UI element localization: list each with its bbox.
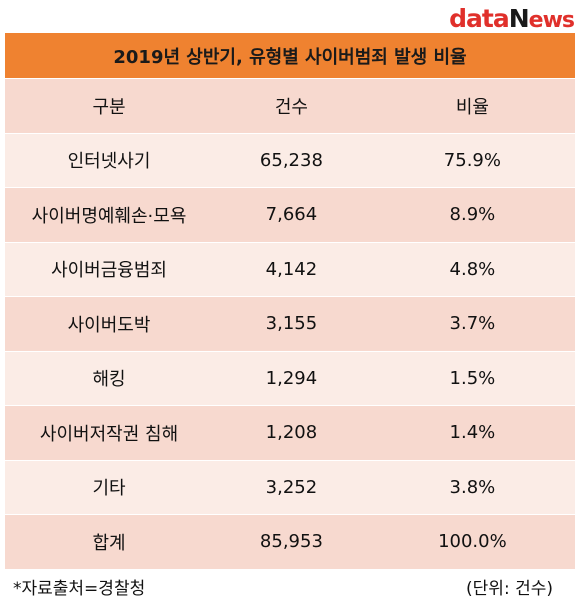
table-row: 합계 85,953 100.0% bbox=[5, 514, 575, 569]
logo-ews: ews bbox=[528, 8, 575, 33]
category-cell: 인터넷사기 bbox=[67, 151, 151, 173]
unit-note: (단위: 건수) bbox=[466, 578, 553, 599]
table-row: 사이버저작권 침해 1,208 1.4% bbox=[5, 405, 575, 460]
table-row: 사이버금융범죄 4,142 4.8% bbox=[5, 241, 575, 296]
count-cell: 65,238 bbox=[259, 149, 323, 171]
logo-d: d bbox=[449, 4, 467, 33]
count-cell: 4,142 bbox=[265, 258, 318, 280]
column-header: 구분 bbox=[92, 96, 126, 118]
count-cell: 3,252 bbox=[265, 476, 318, 498]
table-footer: *자료출처=경찰청 (단위: 건수) bbox=[5, 567, 575, 605]
ratio-cell: 3.8% bbox=[449, 476, 496, 498]
category-cell: 합계 bbox=[92, 532, 126, 554]
ratio-cell: 100.0% bbox=[438, 531, 507, 553]
column-header: 건수 bbox=[274, 96, 308, 118]
table-row: 해킹 1,294 1.5% bbox=[5, 350, 575, 405]
ratio-cell: 1.4% bbox=[449, 422, 496, 444]
ratio-cell: 3.7% bbox=[449, 313, 496, 335]
ratio-cell: 4.8% bbox=[449, 258, 496, 280]
table-title: 2019년 상반기, 유형별 사이버범죄 발생 비율 bbox=[5, 33, 575, 78]
count-cell: 7,664 bbox=[265, 204, 318, 226]
ratio-cell: 75.9% bbox=[443, 149, 501, 171]
table-row: 사이버도박 3,155 3.7% bbox=[5, 296, 575, 351]
logo-n: N bbox=[508, 4, 530, 33]
table-row: 기타 3,252 3.8% bbox=[5, 459, 575, 514]
count-cell: 1,294 bbox=[265, 367, 318, 389]
logo-ata: ata bbox=[466, 4, 510, 33]
table-row: 인터넷사기 65,238 75.9% bbox=[5, 132, 575, 187]
category-cell: 사이버도박 bbox=[67, 314, 151, 336]
category-cell: 사이버저작권 침해 bbox=[39, 423, 179, 445]
category-cell: 사이버금융범죄 bbox=[51, 260, 167, 282]
table-header-row: 구분 건수 비율 bbox=[5, 78, 575, 133]
category-cell: 해킹 bbox=[92, 369, 126, 391]
ratio-cell: 1.5% bbox=[449, 367, 496, 389]
table-row: 사이버명예훼손·모욕 7,664 8.9% bbox=[5, 187, 575, 242]
count-cell: 85,953 bbox=[259, 531, 323, 553]
count-cell: 1,208 bbox=[265, 422, 318, 444]
category-cell: 사이버명예훼손·모욕 bbox=[31, 205, 187, 227]
source-note: *자료출처=경찰청 bbox=[13, 578, 146, 599]
category-cell: 기타 bbox=[92, 478, 126, 500]
ratio-cell: 8.9% bbox=[449, 204, 496, 226]
count-cell: 3,155 bbox=[265, 313, 318, 335]
column-header: 비율 bbox=[455, 96, 489, 118]
